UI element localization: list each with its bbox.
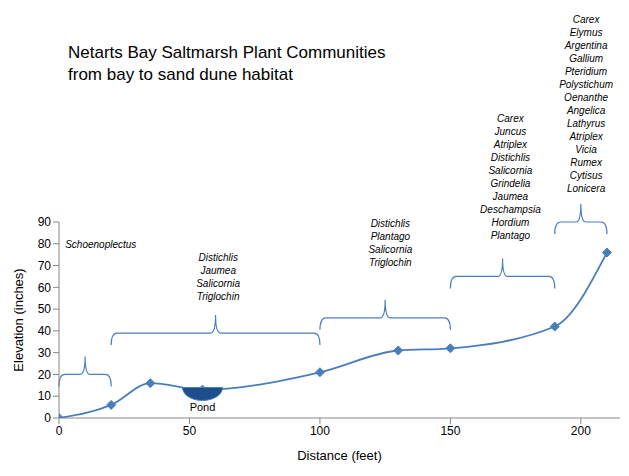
svg-text:0: 0 <box>56 424 63 438</box>
svg-text:200: 200 <box>571 424 591 438</box>
html-text:Netarts Bay Saltmarsh Plant Co: Netarts Bay Saltmarsh Plant Communities … <box>68 43 386 84</box>
svg-text:DistichlisPlantagoSalicorniaTr: DistichlisPlantagoSalicorniaTriglochin <box>368 218 412 268</box>
svg-text:30: 30 <box>38 346 52 360</box>
svg-text:Distance (feet): Distance (feet) <box>297 448 382 463</box>
svg-text:CarexJuncusAtriplexDistichlisS: CarexJuncusAtriplexDistichlisSalicorniaG… <box>480 113 541 241</box>
svg-text:50: 50 <box>183 424 197 438</box>
svg-text:20: 20 <box>38 368 52 382</box>
svg-text:10: 10 <box>38 389 52 403</box>
svg-text:Elevation (inches): Elevation (inches) <box>11 268 26 371</box>
svg-text:60: 60 <box>38 281 52 295</box>
svg-text:CarexElymusArgentinaGalliumPte: CarexElymusArgentinaGalliumPteridiumPoly… <box>559 14 613 194</box>
svg-text:80: 80 <box>38 237 52 251</box>
svg-text:Pond: Pond <box>190 401 216 413</box>
svg-text:150: 150 <box>440 424 460 438</box>
svg-text:70: 70 <box>38 259 52 273</box>
svg-text:50: 50 <box>38 302 52 316</box>
svg-text:Schoenoplectus: Schoenoplectus <box>65 239 136 250</box>
svg-text:100: 100 <box>310 424 330 438</box>
svg-text:90: 90 <box>38 215 52 229</box>
svg-text:0: 0 <box>44 411 51 425</box>
svg-text:40: 40 <box>38 324 52 338</box>
svg-text:DistichlisJaumeaSalicorniaTrig: DistichlisJaumeaSalicorniaTriglochin <box>196 252 240 302</box>
